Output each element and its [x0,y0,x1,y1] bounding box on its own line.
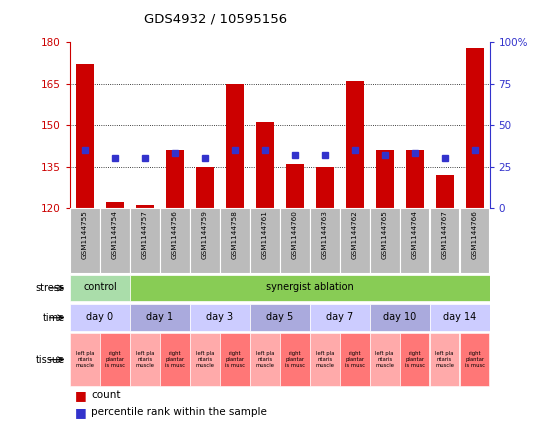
Bar [346,81,364,208]
Text: left pla
ntaris
muscle: left pla ntaris muscle [435,352,454,368]
Bar [280,208,309,273]
Bar [166,150,184,208]
Text: GSM1144761: GSM1144761 [262,210,268,259]
Text: right
plantar
is musc: right plantar is musc [165,352,185,368]
Bar [370,208,400,273]
Text: day 5: day 5 [266,312,293,322]
Bar [370,305,430,331]
Bar [310,333,339,386]
Text: day 10: day 10 [383,312,416,322]
Bar [250,208,280,273]
Text: left pla
ntaris
muscle: left pla ntaris muscle [255,352,274,368]
Text: GSM1144764: GSM1144764 [412,210,417,259]
Bar [160,208,190,273]
Bar [190,305,250,331]
Text: count: count [91,390,121,400]
Text: tissue: tissue [36,354,65,365]
Text: GSM1144762: GSM1144762 [352,210,358,259]
Bar [280,333,309,386]
Text: left pla
ntaris
muscle: left pla ntaris muscle [136,352,154,368]
Text: right
plantar
is musc: right plantar is musc [405,352,424,368]
Text: GSM1144759: GSM1144759 [202,210,208,259]
Text: day 3: day 3 [206,312,233,322]
Bar [226,84,244,208]
Text: stress: stress [36,283,65,293]
Bar [70,305,130,331]
Bar [370,333,400,386]
Text: GSM1144760: GSM1144760 [292,210,298,259]
Bar [310,305,370,331]
Bar [70,333,100,386]
Bar [70,275,130,301]
Bar [316,167,334,208]
Text: GSM1144755: GSM1144755 [82,210,88,259]
Bar [256,122,274,208]
Bar [460,208,490,273]
Bar [465,48,484,208]
Text: right
plantar
is musc: right plantar is musc [464,352,485,368]
Bar [70,208,100,273]
Text: GSM1144754: GSM1144754 [112,210,118,259]
Bar [400,208,429,273]
Text: control: control [83,283,117,292]
Bar [100,333,130,386]
Text: GSM1144763: GSM1144763 [322,210,328,259]
Text: GSM1144756: GSM1144756 [172,210,178,259]
Bar [406,150,423,208]
Text: GSM1144767: GSM1144767 [442,210,448,259]
Bar [130,305,190,331]
Text: left pla
ntaris
muscle: left pla ntaris muscle [315,352,334,368]
Text: day 7: day 7 [326,312,353,322]
Bar [376,150,394,208]
Bar [130,275,490,301]
Text: GDS4932 / 10595156: GDS4932 / 10595156 [144,13,287,26]
Text: right
plantar
is musc: right plantar is musc [345,352,365,368]
Bar [286,164,304,208]
Bar [430,305,490,331]
Text: ■: ■ [75,407,87,420]
Text: day 1: day 1 [146,312,173,322]
Text: GSM1144766: GSM1144766 [472,210,478,259]
Bar [190,333,220,386]
Text: left pla
ntaris
muscle: left pla ntaris muscle [75,352,95,368]
Bar [340,333,370,386]
Bar [160,333,190,386]
Bar [130,333,160,386]
Bar [430,333,459,386]
Bar [106,203,124,208]
Bar [196,167,214,208]
Bar [190,208,220,273]
Bar [130,208,160,273]
Bar [430,208,459,273]
Bar [436,175,454,208]
Text: GSM1144758: GSM1144758 [232,210,238,259]
Text: day 14: day 14 [443,312,476,322]
Text: percentile rank within the sample: percentile rank within the sample [91,407,267,418]
Bar [136,205,154,208]
Text: left pla
ntaris
muscle: left pla ntaris muscle [375,352,394,368]
Text: GSM1144765: GSM1144765 [381,210,388,259]
Text: left pla
ntaris
muscle: left pla ntaris muscle [195,352,214,368]
Text: day 0: day 0 [87,312,114,322]
Bar [220,208,250,273]
Bar [100,208,130,273]
Text: right
plantar
is musc: right plantar is musc [225,352,245,368]
Bar [400,333,429,386]
Text: GSM1144757: GSM1144757 [142,210,148,259]
Bar [220,333,250,386]
Bar [250,333,280,386]
Text: right
plantar
is musc: right plantar is musc [285,352,305,368]
Text: ■: ■ [75,389,87,402]
Text: right
plantar
is musc: right plantar is musc [105,352,125,368]
Bar [250,305,310,331]
Bar [460,333,490,386]
Bar [340,208,370,273]
Bar [310,208,339,273]
Text: synergist ablation: synergist ablation [266,283,353,292]
Text: time: time [43,313,65,323]
Bar [76,64,94,208]
